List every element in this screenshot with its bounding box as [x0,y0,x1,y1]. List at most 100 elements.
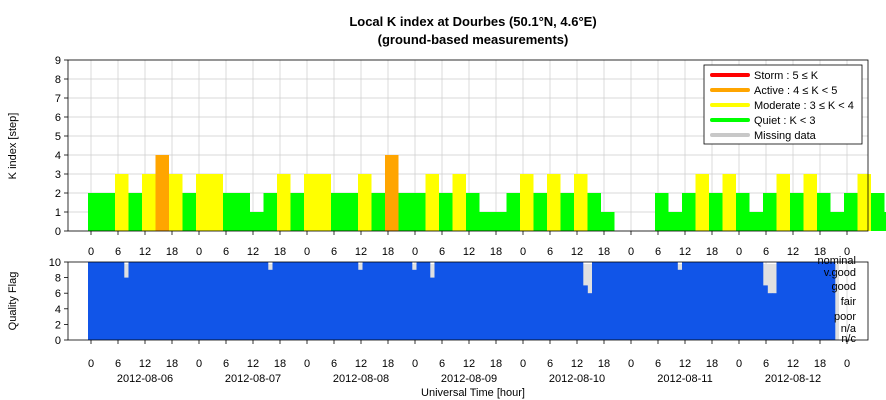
quality-bar [637,262,642,340]
quality-bar [709,262,714,340]
q-x-tick-label: 0 [304,358,310,370]
quality-flag-label: good [832,281,856,293]
quality-bar [214,262,219,340]
quality-bar [650,262,656,340]
quality-bar [691,262,696,340]
q-x-tick-label: 0 [628,358,634,370]
quality-bar [353,262,359,340]
quality-bar [286,262,291,340]
quality-bar [137,262,143,340]
quality-bar [610,262,615,340]
k-y-tick-label: 0 [55,226,61,238]
k-x-tick-label: 18 [490,246,502,258]
quality-bar [583,285,588,340]
q-y-tick-label: 10 [49,257,61,269]
quality-bar [205,262,210,340]
k-index-bar [601,212,615,231]
quality-bar [124,277,129,340]
quality-bar [92,262,98,340]
k-index-bar [844,193,858,231]
k-x-tick-label: 12 [679,246,691,258]
quality-bar [686,262,692,340]
k-index-bar [398,193,412,231]
k-index-bar [695,174,709,231]
quality-bar [290,262,296,340]
quality-bar [457,262,462,340]
legend-label: Storm : 5 ≤ K [754,70,819,82]
k-x-tick-label: 12 [571,246,583,258]
quality-bar [682,262,687,340]
k-index-bar [209,174,223,231]
chart-subtitle: (ground-based measurements) [378,32,569,47]
quality-bar [515,262,521,340]
k-index-bar [655,193,669,231]
quality-bar [421,262,426,340]
k-index-bar [547,174,561,231]
quality-bar [169,262,174,340]
quality-bar [317,262,323,340]
legend-label: Moderate : 3 ≤ K < 4 [754,100,854,112]
quality-bar [830,262,836,340]
k-y-tick-label: 8 [55,74,61,86]
k-x-tick-label: 6 [439,246,445,258]
quality-bar [362,262,368,340]
k-index-bar [493,212,507,231]
quality-bar [115,262,120,340]
quality-bar [623,262,629,340]
k-index-bar [358,174,372,231]
quality-bar [700,262,705,340]
k-index-bar [182,193,196,231]
k-x-tick-label: 6 [331,246,337,258]
quality-bar [88,262,93,340]
quality-bar [110,262,116,340]
quality-bar [119,262,125,340]
quality-bar [407,262,413,340]
quality-bar [745,262,750,340]
k-y-tick-label: 5 [55,131,61,143]
quality-bar [749,262,755,340]
quality-bar [281,262,287,340]
quality-bar [587,293,593,340]
q-x-tick-label: 12 [679,358,691,370]
quality-bar [295,262,300,340]
quality-bar [133,262,138,340]
k-index-bar [709,193,723,231]
k-index-bar [722,174,736,231]
quality-bar [677,269,683,340]
k-index-bar [574,174,588,231]
k-x-tick-label: 0 [196,246,202,258]
quality-bar [736,262,741,340]
k-index-bar [236,193,250,231]
quality-bar [497,262,503,340]
quality-flag-label: poor [834,311,856,323]
quality-bar [385,262,390,340]
q-y-tick-label: 0 [55,335,61,347]
quality-bar [794,262,800,340]
k-index-y-axis-label: K index [step] [7,113,19,180]
quality-bar [326,262,332,340]
legend-label: Quiet : K < 3 [754,115,815,127]
q-x-tick-label: 0 [736,358,742,370]
k-index-bar [304,174,318,231]
k-index-bar [533,193,547,231]
quality-bar [403,262,408,340]
k-index-bar [857,174,871,231]
quality-bar [484,262,489,340]
k-y-tick-label: 1 [55,207,61,219]
quality-bar [479,262,485,340]
quality-bar [614,262,620,340]
k-x-tick-label: 18 [382,246,394,258]
quality-bar [565,262,570,340]
k-index-bar [452,174,466,231]
quality-bar [542,262,548,340]
quality-bar [722,262,728,340]
k-x-tick-label: 18 [598,246,610,258]
k-x-tick-label: 0 [412,246,418,258]
k-index-bar [412,193,426,231]
k-index-bar [128,193,142,231]
quality-bar [128,262,134,340]
q-x-tick-label: 18 [814,358,826,370]
k-index-bar [466,193,480,231]
